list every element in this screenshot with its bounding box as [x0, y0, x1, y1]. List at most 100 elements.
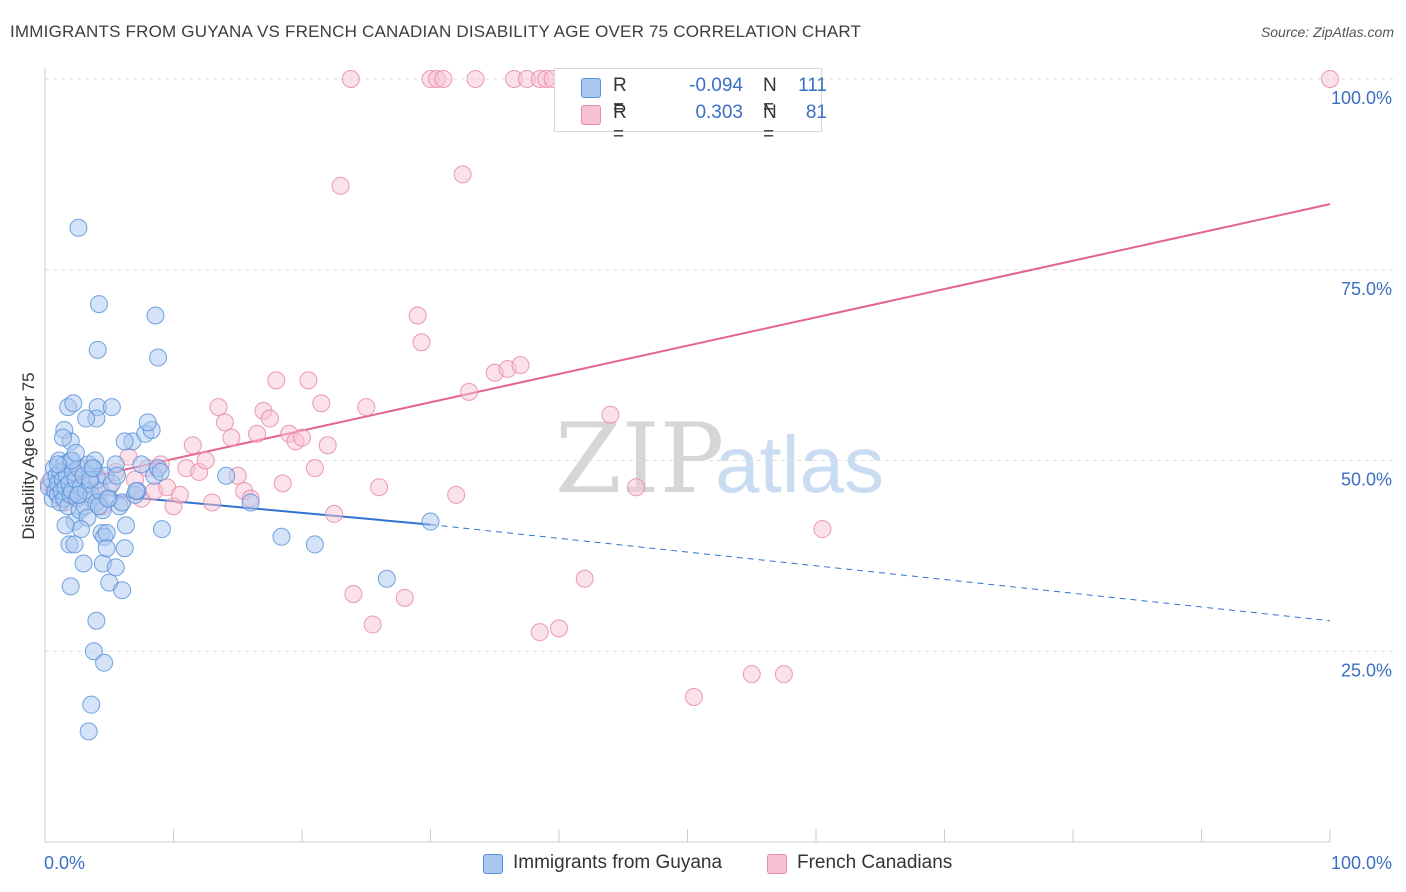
- point-guyana: [107, 466, 126, 485]
- point-guyana: [305, 535, 324, 554]
- legend-r-label: R =: [613, 102, 627, 145]
- point-guyana: [102, 398, 121, 417]
- point-guyana: [66, 443, 85, 462]
- legend-swatch-blue: [581, 78, 601, 98]
- point-guyana: [241, 493, 260, 512]
- point-guyana: [79, 722, 98, 741]
- point-guyana: [149, 348, 168, 367]
- point-french: [305, 459, 324, 478]
- point-french: [447, 485, 466, 504]
- point-french: [774, 665, 793, 684]
- legend-n-value: 81: [805, 102, 827, 123]
- point-french: [742, 665, 761, 684]
- point-guyana: [217, 466, 236, 485]
- point-french: [318, 436, 337, 455]
- point-guyana: [95, 653, 114, 672]
- point-guyana: [138, 413, 157, 432]
- point-french: [627, 478, 646, 497]
- point-french: [325, 504, 344, 523]
- legend-r-label: R =: [613, 75, 627, 118]
- trend-line-guyana-extension: [430, 524, 1331, 622]
- point-guyana: [65, 535, 84, 554]
- point-guyana: [77, 409, 96, 428]
- point-french: [813, 520, 832, 539]
- point-guyana: [84, 642, 103, 661]
- y-tick-label: 50.0%: [1341, 470, 1392, 490]
- point-guyana: [127, 482, 146, 501]
- x-tick-label: 100.0%: [1331, 853, 1392, 873]
- point-french: [183, 436, 202, 455]
- point-french: [203, 493, 222, 512]
- point-guyana: [113, 581, 132, 600]
- point-french: [395, 588, 414, 607]
- point-guyana: [89, 295, 108, 314]
- point-guyana: [146, 306, 165, 325]
- point-guyana: [97, 523, 116, 542]
- point-guyana: [106, 558, 125, 577]
- y-tick-label: 25.0%: [1341, 660, 1392, 680]
- point-guyana: [69, 485, 88, 504]
- point-guyana: [115, 539, 134, 558]
- point-french: [222, 428, 241, 447]
- point-french: [575, 569, 594, 588]
- point-french: [363, 615, 382, 634]
- point-french: [530, 623, 549, 642]
- series-swatch-pink: [767, 854, 787, 874]
- source-credit: Source: ZipAtlas.com: [1260, 24, 1394, 40]
- point-guyana: [132, 455, 151, 474]
- correlation-legend: R = -0.094 N = 111 R = 0.303 N = 81: [554, 68, 827, 145]
- point-guyana: [53, 428, 72, 447]
- point-guyana: [71, 520, 90, 539]
- point-guyana: [421, 512, 440, 531]
- y-tick-label: 75.0%: [1341, 279, 1392, 299]
- point-french: [248, 424, 267, 443]
- point-guyana: [152, 520, 171, 539]
- legend-n-label: N =: [763, 102, 777, 145]
- point-french: [312, 394, 331, 413]
- legend-n-label: N =: [763, 75, 777, 118]
- point-french: [267, 371, 286, 390]
- point-french: [299, 371, 318, 390]
- y-tick-label: 100.0%: [1331, 88, 1392, 108]
- point-french: [260, 409, 279, 428]
- point-french: [344, 585, 363, 604]
- tick-labels: 25.0% 50.0% 75.0% 100.0% 0.0% 100.0%: [44, 88, 1392, 873]
- point-french: [1321, 70, 1339, 88]
- point-guyana: [64, 394, 83, 413]
- point-french: [684, 688, 703, 707]
- legend-r-value: -0.094: [689, 75, 743, 96]
- point-french: [273, 474, 292, 493]
- legend-r-value: 0.303: [695, 102, 743, 123]
- point-french: [293, 428, 311, 447]
- point-guyana: [87, 611, 106, 630]
- point-guyana: [61, 577, 80, 596]
- point-guyana: [115, 432, 134, 451]
- point-french: [408, 306, 427, 325]
- point-french: [453, 165, 472, 184]
- point-guyana: [377, 569, 396, 588]
- point-french: [341, 70, 360, 88]
- watermark-zip: ZIP: [555, 403, 724, 515]
- data-points: [39, 70, 1339, 741]
- point-guyana: [98, 489, 117, 508]
- chart-title: IMMIGRANTS FROM GUYANA VS FRENCH CANADIA…: [10, 22, 862, 41]
- point-guyana: [56, 516, 75, 535]
- point-french: [357, 398, 376, 417]
- series-label-guyana: Immigrants from Guyana: [513, 852, 723, 873]
- point-guyana: [97, 539, 116, 558]
- x-tick-label: 0.0%: [44, 853, 85, 873]
- point-french: [215, 413, 234, 432]
- y-axis-label: Disability Age Over 75: [19, 372, 38, 539]
- point-french: [550, 619, 568, 638]
- point-french: [331, 176, 350, 195]
- point-guyana: [151, 462, 170, 481]
- point-french: [434, 70, 453, 88]
- point-guyana: [69, 218, 88, 237]
- point-french: [170, 485, 189, 504]
- axes: [44, 68, 1331, 843]
- grid-lines: [45, 78, 1395, 652]
- point-guyana: [116, 516, 135, 535]
- point-french: [412, 333, 431, 352]
- point-french: [601, 405, 620, 424]
